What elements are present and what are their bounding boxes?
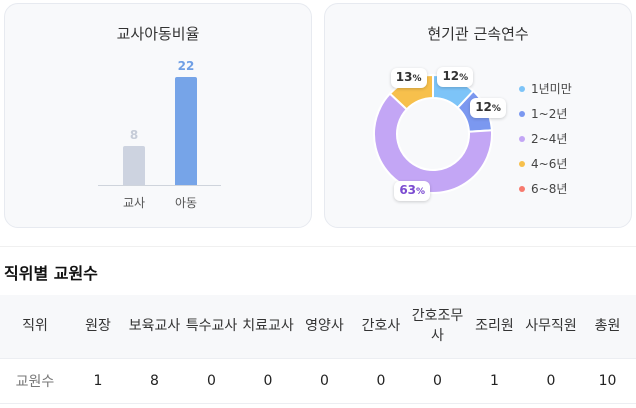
ratio-bar-chart: 8 22 교사 아동: [5, 4, 313, 229]
staff-section-title: 직위별 교원수: [4, 264, 98, 283]
donut-slice-label: 63%: [394, 181, 431, 202]
table-cell: 0: [523, 358, 579, 404]
legend-label: 1년미만: [531, 82, 572, 96]
donut-slice-label: 12%: [437, 67, 474, 88]
table-cell: 0: [183, 358, 240, 404]
table-cell: 0: [409, 358, 466, 404]
bar-teacher: [123, 145, 145, 185]
legend-label: 4~6년: [531, 157, 568, 171]
bar-child: [175, 77, 197, 185]
bar-value-teacher: 8: [129, 127, 139, 142]
donut-slice: [373, 92, 493, 194]
table-header-cell: 직위: [0, 295, 70, 359]
table-header-cell: 총원: [579, 295, 636, 359]
tenure-legend: 1년미만 1~2년 2~4년 4~6년 6~8년: [519, 76, 572, 201]
table-cell: 0: [240, 358, 296, 404]
table-header-cell: 보육교사: [126, 295, 183, 359]
table-cell: 8: [126, 358, 183, 404]
table-header-cell: 사무직원: [523, 295, 579, 359]
legend-dot-icon: [519, 135, 525, 142]
table-row: 교원수 1 8 0 0 0 0 0 1 0 10: [0, 358, 636, 404]
bar-axis: [98, 185, 221, 186]
table-header-cell: 영양사: [296, 295, 353, 359]
legend-item: 4~6년: [519, 151, 572, 176]
legend-label: 2~4년: [531, 132, 568, 146]
bar-category-child: 아동: [174, 196, 198, 210]
table-header-cell: 특수교사: [183, 295, 240, 359]
section-divider: [0, 246, 636, 247]
legend-dot-icon: [519, 160, 525, 167]
table-cell: 0: [296, 358, 353, 404]
legend-item: 1년미만: [519, 76, 572, 101]
tenure-card-title: 현기관 근속연수: [427, 25, 529, 43]
legend-dot-icon: [519, 85, 525, 92]
legend-label: 6~8년: [531, 182, 568, 196]
legend-dot-icon: [519, 185, 525, 192]
table-header-cell: 원장: [70, 295, 126, 359]
donut-slice-label: 12%: [470, 98, 506, 119]
tenure-card: 현기관 근속연수 12% 12% 63% 13% 1년미만 1~2년 2~4년 4~6…: [324, 3, 632, 228]
table-cell: 1: [466, 358, 523, 404]
legend-item: 6~8년: [519, 176, 572, 201]
ratio-card-title: 교사아동비율: [116, 25, 200, 43]
legend-item: 1~2년: [519, 101, 572, 126]
table-header-cell: 치료교사: [240, 295, 296, 359]
staff-table: 직위 원장 보육교사 특수교사 치료교사 영양사 간호사 간호조무사 조리원 사…: [0, 295, 636, 404]
bar-category-teacher: 교사: [122, 196, 146, 210]
legend-label: 1~2년: [531, 107, 568, 121]
table-header-cell: 조리원: [466, 295, 523, 359]
ratio-card: 교사아동비율 8 22 교사 아동: [4, 3, 312, 228]
table-cell: 10: [579, 358, 636, 404]
table-cell: 0: [353, 358, 409, 404]
table-cell: 1: [70, 358, 126, 404]
table-header-cell: 간호사: [353, 295, 409, 359]
bar-value-child: 22: [177, 59, 195, 73]
legend-dot-icon: [519, 110, 525, 117]
donut-slice-label: 13%: [390, 68, 427, 89]
table-header-cell: 간호조무사: [409, 295, 466, 359]
table-header-row: 직위 원장 보육교사 특수교사 치료교사 영양사 간호사 간호조무사 조리원 사…: [0, 295, 636, 359]
legend-item: 2~4년: [519, 126, 572, 151]
table-row-label: 교원수: [0, 358, 70, 404]
